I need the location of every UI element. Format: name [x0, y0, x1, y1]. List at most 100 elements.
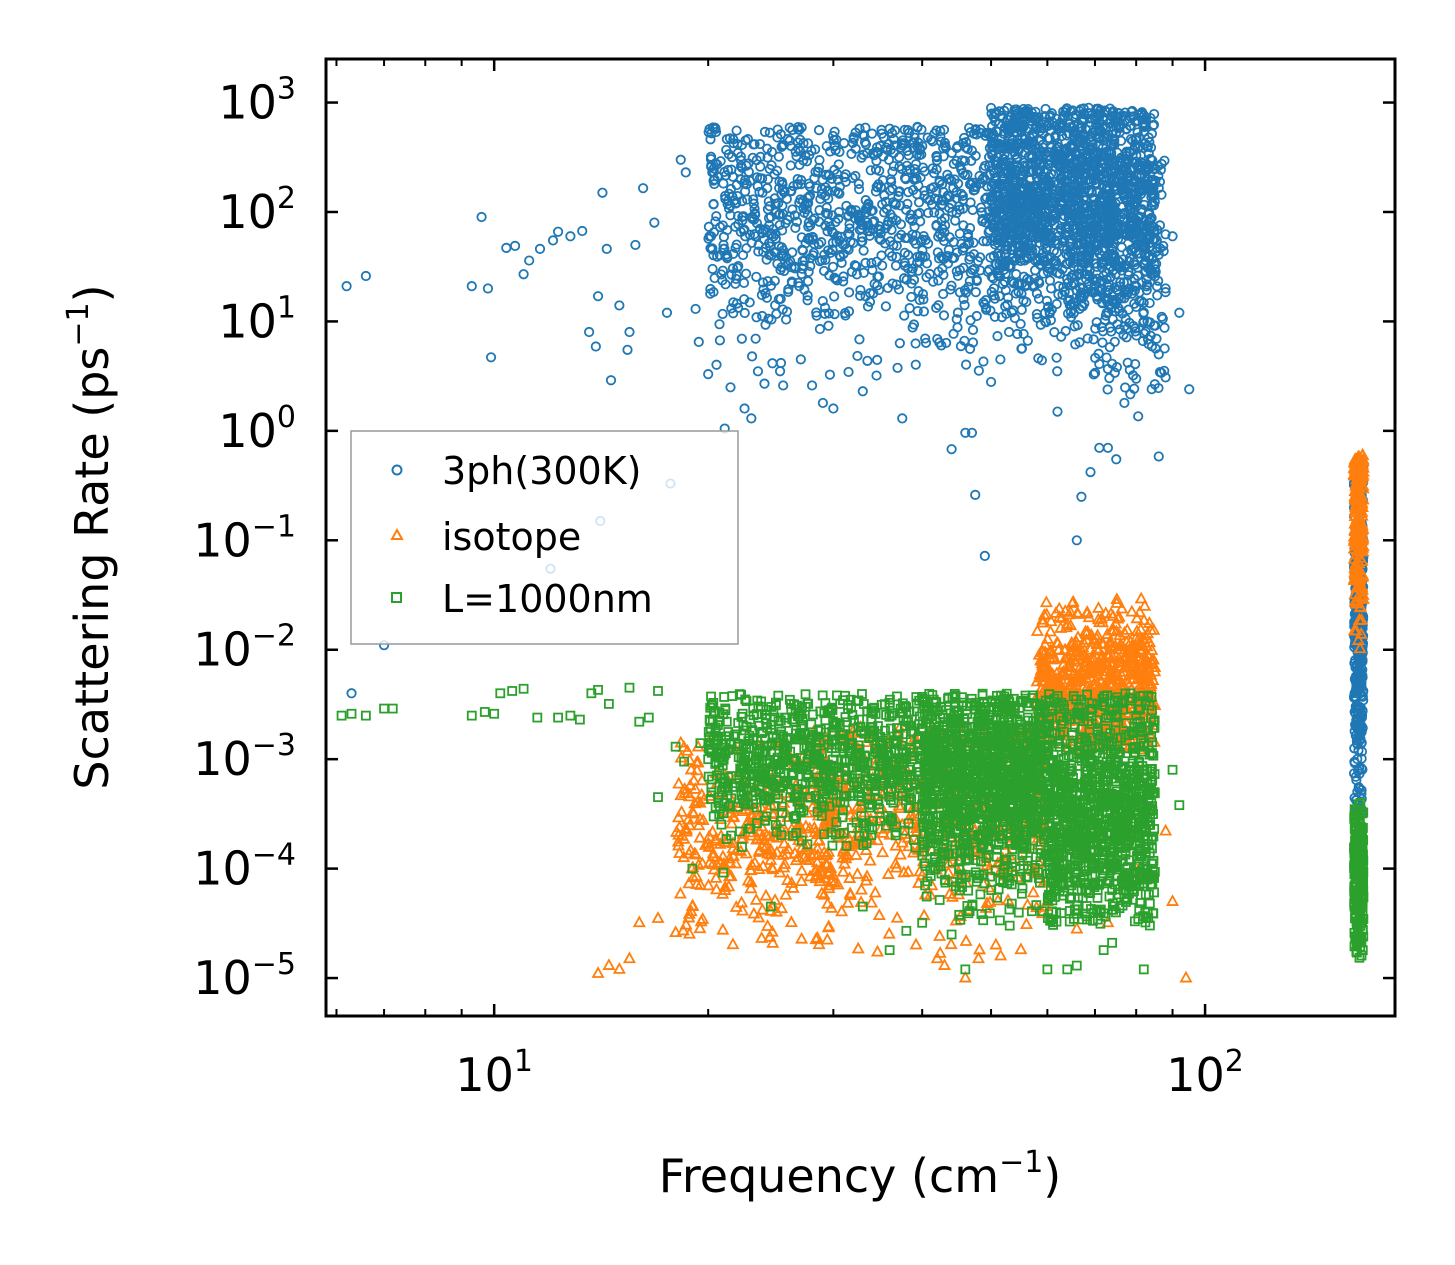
data-point: [978, 236, 989, 247]
data-point: [787, 204, 798, 215]
data-point: [906, 291, 917, 303]
data-point: [737, 215, 748, 226]
data-point: [965, 315, 976, 326]
data-point: [855, 284, 866, 296]
data-point: [862, 226, 873, 237]
data-point: [730, 242, 741, 254]
data-point: [813, 125, 825, 136]
data-point: [946, 444, 957, 455]
data-point: [709, 272, 720, 284]
data-point: [745, 175, 756, 187]
data-point: [1167, 231, 1178, 242]
data-point: [704, 231, 715, 242]
data-point: [1076, 491, 1087, 502]
data-point: [552, 226, 564, 237]
data-point: [752, 366, 764, 377]
data-point: [805, 220, 816, 231]
data-point: [966, 155, 977, 166]
data-point: [950, 215, 961, 226]
data-point: [534, 243, 546, 254]
data-point: [934, 228, 945, 239]
data-point: [853, 184, 865, 195]
data-point: [814, 323, 826, 335]
data-point: [770, 207, 782, 218]
data-point: [1184, 384, 1195, 395]
data-point: [763, 196, 774, 207]
data-point: [876, 124, 887, 136]
data-point: [714, 335, 726, 346]
data-point: [979, 550, 990, 562]
data-point: [935, 125, 946, 137]
data-point: [891, 240, 902, 251]
data-point: [782, 133, 793, 145]
data-point: [795, 354, 806, 365]
data-point: [944, 232, 955, 243]
data-point: [976, 207, 987, 218]
data-point: [751, 312, 762, 323]
data-point: [960, 142, 971, 153]
data-point: [960, 359, 972, 370]
data-point: [482, 283, 494, 294]
data-point: [755, 151, 766, 162]
data-point: [806, 380, 818, 391]
data-point: [476, 211, 487, 223]
data-point: [854, 334, 865, 345]
data-point: [855, 290, 866, 301]
data-point: [1052, 406, 1063, 417]
data-point: [802, 276, 814, 287]
data-point: [816, 183, 828, 195]
data-point: [786, 276, 797, 287]
data-point: [804, 150, 815, 161]
data-point: [739, 307, 750, 319]
data-point: [614, 300, 625, 311]
data-point: [802, 290, 813, 301]
data-point: [710, 158, 721, 169]
data-point: [905, 209, 916, 220]
data-point: [341, 281, 352, 292]
data-point: [931, 302, 942, 313]
data-point: [1109, 336, 1120, 347]
data-point: [703, 369, 714, 380]
data-point: [858, 245, 869, 256]
data-point: [759, 126, 771, 137]
data-point: [750, 333, 761, 344]
data-point: [744, 297, 755, 308]
data-point: [872, 280, 883, 291]
data-point: [938, 310, 950, 321]
data-point: [741, 160, 752, 171]
data-point: [1119, 397, 1130, 409]
data-point: [1012, 328, 1023, 340]
data-point: [862, 301, 874, 312]
data-point: [791, 216, 803, 227]
data-point: [590, 341, 601, 352]
data-point: [783, 286, 794, 298]
data-point: [819, 302, 831, 313]
data-point: [876, 128, 887, 139]
data-point: [975, 178, 987, 189]
data-point: [592, 291, 604, 302]
data-point: [914, 294, 925, 306]
data-point: [817, 295, 828, 307]
data-point: [1052, 366, 1063, 377]
data-point: [346, 688, 357, 699]
data-point: [718, 239, 729, 250]
data-point: [518, 269, 529, 280]
data-point: [708, 250, 719, 261]
data-point: [601, 243, 612, 254]
data-point: [936, 251, 947, 262]
data-point: [622, 344, 633, 355]
data-point: [762, 143, 773, 154]
data-point: [853, 178, 864, 190]
data-point: [748, 194, 759, 205]
data-point: [877, 260, 888, 271]
data-point: [817, 397, 828, 409]
data-point: [920, 337, 932, 348]
data-point: [793, 277, 804, 288]
data-point: [978, 163, 989, 174]
data-point: [1006, 307, 1017, 318]
data-point: [819, 249, 830, 260]
data-point: [882, 282, 893, 294]
data-point: [807, 231, 818, 243]
data-point: [829, 308, 840, 320]
data-point: [776, 176, 788, 188]
